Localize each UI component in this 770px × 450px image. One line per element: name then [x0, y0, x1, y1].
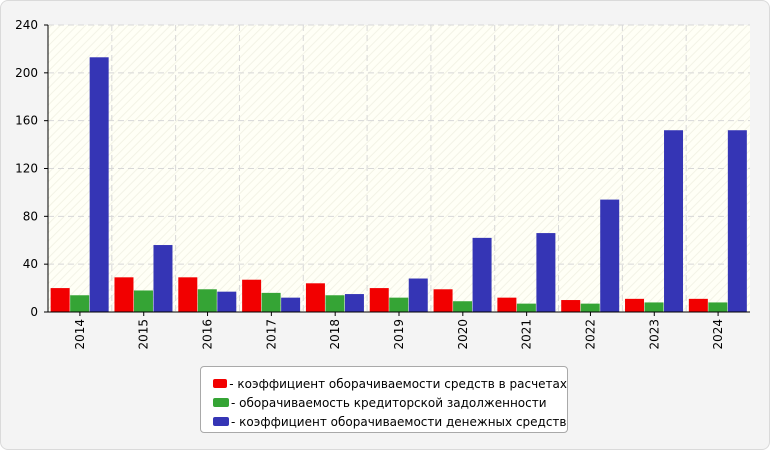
- bar: [70, 295, 90, 312]
- bar: [727, 130, 747, 312]
- x-tick-label: 2021: [520, 319, 534, 350]
- bar: [453, 301, 473, 312]
- bar: [344, 294, 364, 312]
- bar: [516, 303, 536, 312]
- bar: [197, 289, 217, 312]
- legend-label: - коэффициент оборачиваемости средств в …: [229, 376, 567, 391]
- y-tick-label: 40: [23, 257, 38, 271]
- bar: [536, 233, 556, 312]
- bar: [708, 302, 728, 312]
- y-tick-label: 0: [30, 305, 38, 319]
- bar: [242, 279, 262, 312]
- bar: [664, 130, 684, 312]
- bar: [305, 283, 325, 312]
- bars: [50, 57, 747, 312]
- y-tick-label: 240: [15, 18, 38, 32]
- bar: [644, 302, 664, 312]
- legend-swatch: [213, 379, 228, 388]
- x-tick-label: 2024: [711, 319, 725, 350]
- bar: [133, 290, 153, 312]
- y-tick-label: 160: [15, 114, 38, 128]
- bar: [472, 237, 492, 312]
- y-tick-label: 120: [15, 162, 38, 176]
- x-tick-label: 2019: [392, 319, 406, 350]
- legend-item: - оборачиваемость кредиторской задолженн…: [213, 393, 567, 412]
- bar: [281, 297, 301, 312]
- bar: [497, 297, 517, 312]
- x-tick-label: 2017: [264, 319, 278, 350]
- bar: [600, 199, 620, 312]
- bar: [433, 289, 453, 312]
- bar: [369, 288, 389, 312]
- bar: [408, 278, 428, 312]
- x-tick-label: 2022: [583, 319, 597, 350]
- x-tick-label: 2023: [647, 319, 661, 350]
- bar: [580, 303, 600, 312]
- y-tick-label: 80: [23, 209, 38, 223]
- bar: [688, 298, 708, 312]
- bar: [114, 277, 134, 312]
- bar: [561, 300, 581, 312]
- bar: [625, 298, 645, 312]
- grid-lines: [48, 24, 750, 312]
- legend-item: - коэффициент оборачиваемости денежных с…: [213, 412, 567, 431]
- x-tick-label: 2015: [137, 319, 151, 350]
- bar: [261, 292, 281, 312]
- legend: - коэффициент оборачиваемости средств в …: [200, 366, 568, 433]
- bar: [89, 57, 109, 312]
- bar: [325, 295, 345, 312]
- legend-swatch: [213, 398, 229, 407]
- x-tick-label: 2020: [456, 319, 470, 350]
- legend-item: - коэффициент оборачиваемости средств в …: [213, 374, 567, 393]
- bar: [389, 297, 409, 312]
- bar: [50, 288, 70, 312]
- bar: [178, 277, 198, 312]
- x-tick-label: 2016: [201, 319, 215, 350]
- y-tick-label: 200: [15, 66, 38, 80]
- legend-swatch: [213, 417, 229, 426]
- legend-label: - коэффициент оборачиваемости денежных с…: [231, 414, 567, 429]
- tick-labels: 0 40 80 120 160 200 240 2014 2015 2016 2017 2018 201…: [15, 18, 725, 350]
- bar: [217, 291, 237, 312]
- legend-label: - оборачиваемость кредиторской задолженн…: [231, 395, 547, 410]
- x-tick-label: 2014: [73, 319, 87, 350]
- axes: [44, 24, 750, 316]
- bar: [153, 245, 173, 312]
- x-tick-label: 2018: [328, 319, 342, 350]
